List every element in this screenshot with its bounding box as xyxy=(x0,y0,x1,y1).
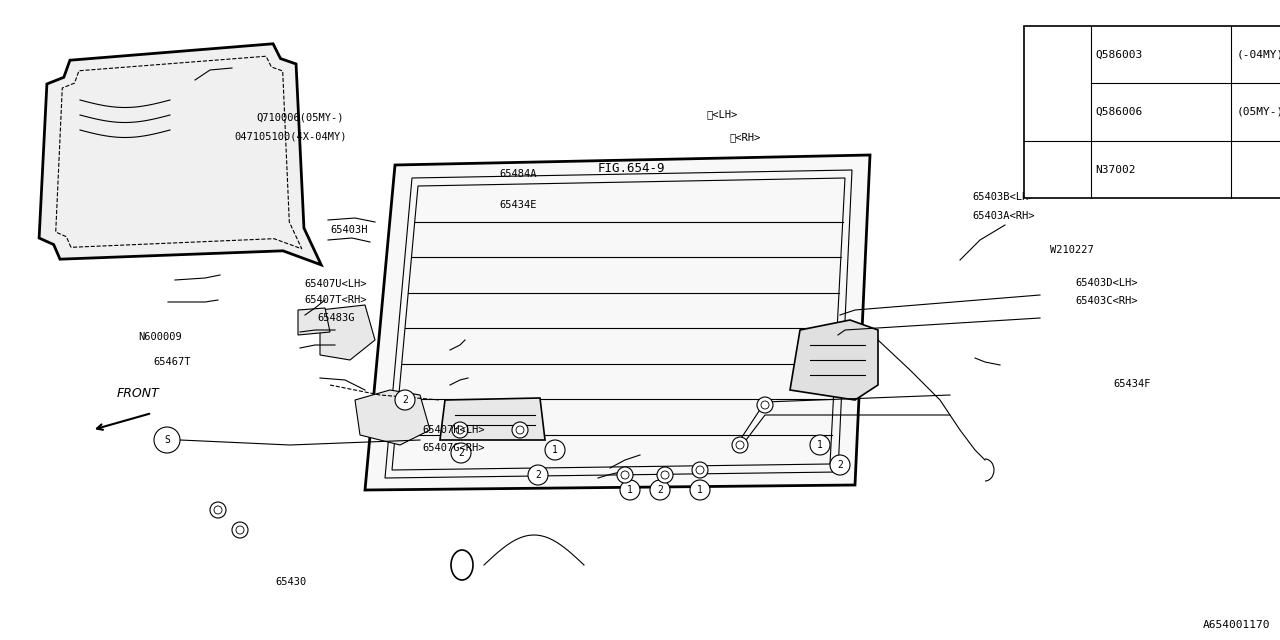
Text: 047105100(4X-04MY): 047105100(4X-04MY) xyxy=(234,131,347,141)
Text: 2: 2 xyxy=(837,460,844,470)
Text: 2: 2 xyxy=(535,470,541,480)
Ellipse shape xyxy=(451,550,474,580)
Text: 1: 1 xyxy=(1055,78,1060,88)
Circle shape xyxy=(620,480,640,500)
Text: 1: 1 xyxy=(698,485,703,495)
Circle shape xyxy=(617,467,634,483)
Circle shape xyxy=(690,480,710,500)
Text: A654001170: A654001170 xyxy=(1202,620,1270,630)
Polygon shape xyxy=(298,308,330,335)
Circle shape xyxy=(210,502,227,518)
Text: 65403B<LH>: 65403B<LH> xyxy=(973,192,1036,202)
Circle shape xyxy=(512,422,529,438)
Text: FIG.654-9: FIG.654-9 xyxy=(598,161,666,175)
Circle shape xyxy=(756,397,773,413)
Circle shape xyxy=(650,480,669,500)
Text: 65467T: 65467T xyxy=(154,356,191,367)
Text: Q586003: Q586003 xyxy=(1096,49,1143,60)
Circle shape xyxy=(1048,161,1066,179)
Text: 65403H: 65403H xyxy=(330,225,367,236)
Text: 65434E: 65434E xyxy=(499,200,536,210)
Text: 65403C<RH>: 65403C<RH> xyxy=(1075,296,1138,306)
Circle shape xyxy=(451,443,471,463)
Text: S: S xyxy=(164,435,170,445)
Text: 65483G: 65483G xyxy=(317,313,355,323)
Circle shape xyxy=(154,427,180,453)
Text: W210227: W210227 xyxy=(1050,244,1093,255)
Text: N37002: N37002 xyxy=(1096,164,1137,175)
Text: 1: 1 xyxy=(552,445,558,455)
Text: 65407T<RH>: 65407T<RH> xyxy=(305,294,367,305)
Text: 65430: 65430 xyxy=(275,577,306,588)
Circle shape xyxy=(732,437,748,453)
Text: 65407U<LH>: 65407U<LH> xyxy=(305,278,367,289)
Polygon shape xyxy=(365,155,870,490)
Text: 2: 2 xyxy=(458,448,463,458)
Text: (-04MY): (-04MY) xyxy=(1236,49,1280,60)
Text: (05MY-): (05MY-) xyxy=(1236,107,1280,117)
Polygon shape xyxy=(440,398,545,440)
Circle shape xyxy=(545,440,564,460)
Circle shape xyxy=(692,462,708,478)
Polygon shape xyxy=(790,320,878,400)
Text: 1: 1 xyxy=(817,440,823,450)
Text: 65484A: 65484A xyxy=(499,169,536,179)
Circle shape xyxy=(829,455,850,475)
Circle shape xyxy=(810,435,829,455)
Polygon shape xyxy=(40,44,321,265)
Text: ②<LH>: ②<LH> xyxy=(707,109,737,119)
Circle shape xyxy=(1048,74,1066,92)
Text: 2: 2 xyxy=(1055,164,1060,175)
Text: 2: 2 xyxy=(402,395,408,405)
Circle shape xyxy=(657,467,673,483)
Text: 2: 2 xyxy=(657,485,663,495)
Text: 65403A<RH>: 65403A<RH> xyxy=(973,211,1036,221)
Text: ①<RH>: ①<RH> xyxy=(730,132,760,143)
Text: Q586006: Q586006 xyxy=(1096,107,1143,117)
Bar xyxy=(1024,26,1280,198)
Circle shape xyxy=(452,422,468,438)
Text: 65407G<RH>: 65407G<RH> xyxy=(422,443,485,453)
Polygon shape xyxy=(355,390,430,445)
Circle shape xyxy=(232,522,248,538)
Circle shape xyxy=(529,465,548,485)
Polygon shape xyxy=(320,305,375,360)
Text: N600009: N600009 xyxy=(138,332,182,342)
Text: 65434F: 65434F xyxy=(1114,379,1151,389)
Text: 1: 1 xyxy=(627,485,632,495)
Text: 65403D<LH>: 65403D<LH> xyxy=(1075,278,1138,288)
Text: Q710006(05MY-): Q710006(05MY-) xyxy=(256,112,343,122)
Circle shape xyxy=(396,390,415,410)
Text: 65407H<LH>: 65407H<LH> xyxy=(422,425,485,435)
Text: FRONT: FRONT xyxy=(116,387,160,400)
